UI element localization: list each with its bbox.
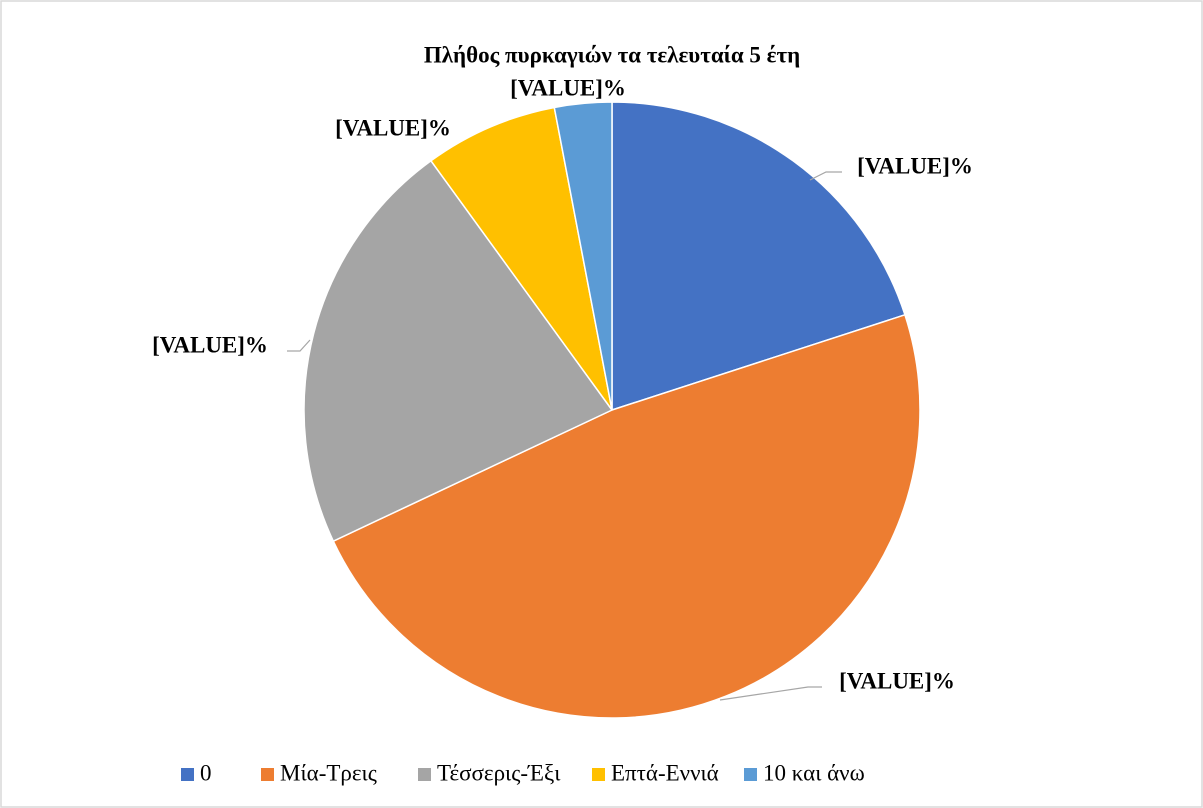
data-label: [VALUE]% xyxy=(335,115,451,140)
data-label: [VALUE]% xyxy=(857,153,973,178)
chart-title: Πλήθος πυρκαγιών τα τελευταία 5 έτη xyxy=(424,42,800,67)
pie-slice xyxy=(553,101,613,411)
legend-swatch xyxy=(181,768,194,781)
data-label: [VALUE]% xyxy=(510,75,626,100)
legend-label: Επτά-Εννιά xyxy=(611,760,719,785)
legend-swatch xyxy=(592,768,605,781)
legend-swatch xyxy=(261,768,274,781)
data-label: [VALUE]% xyxy=(152,332,268,357)
legend-label: 0 xyxy=(200,760,212,785)
pie-slice xyxy=(303,159,614,543)
pie-slice xyxy=(429,106,613,411)
pie-slice xyxy=(332,313,921,719)
leader-line xyxy=(809,171,842,181)
leader-line xyxy=(287,339,311,352)
legend-swatch xyxy=(418,768,431,781)
pie-slice xyxy=(611,101,906,412)
leader-line xyxy=(719,686,822,701)
legend-swatch xyxy=(744,768,757,781)
legend-label: 10 και άνω xyxy=(763,760,865,785)
legend-label: Μία-Τρεις xyxy=(280,760,377,785)
legend-label: Τέσσερις-Έξι xyxy=(437,760,561,785)
data-label: [VALUE]% xyxy=(839,668,955,693)
